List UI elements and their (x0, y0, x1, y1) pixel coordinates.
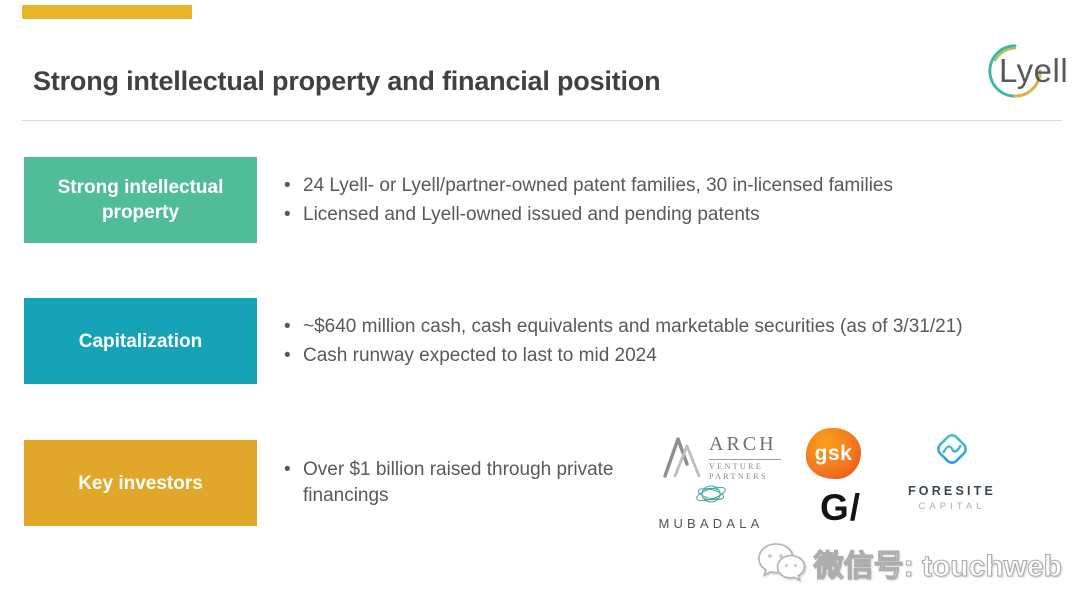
gsk-logo: gsk (806, 428, 861, 479)
mubadala-logo: MUBADALA (650, 481, 772, 531)
bullet-item: ~$640 million cash, cash equivalents and… (279, 312, 1060, 341)
section-box-key-investors: Key investors (24, 440, 257, 526)
section-label: Strong intellectual property (57, 177, 224, 223)
bullet-item: Over $1 billion raised through private f… (279, 457, 634, 509)
arch-mark-icon (663, 437, 701, 478)
section-bullets-ip: 24 Lyell- or Lyell/partner-owned patent … (279, 171, 1060, 229)
arch-text-block: ARCH VENTURE PARTNERS (709, 433, 781, 482)
gv-logo: G/ (820, 487, 861, 529)
section-row-intellectual-property: Strong intellectual property 24 Lyell- o… (24, 157, 1060, 243)
section-label: Capitalization (78, 330, 203, 352)
foresite-name: FORESITE (907, 484, 997, 498)
foresite-capital-logo: FORESITE CAPITAL (902, 425, 1002, 512)
investors-panel: ARCH VENTURE PARTNERS gsk (640, 425, 1040, 543)
bullet-item: Cash runway expected to last to mid 2024 (279, 341, 1060, 370)
lyell-ring-icon (988, 44, 1042, 98)
wechat-icon (757, 543, 805, 582)
gsk-blob-icon: gsk (806, 428, 861, 479)
section-row-capitalization: Capitalization ~$640 million cash, cash … (24, 298, 1060, 384)
watermark: 微信号: touchweb (756, 541, 1063, 585)
page-title: Strong intellectual property and financi… (33, 66, 661, 96)
section-box-strong-ip: Strong intellectual property (24, 157, 257, 243)
arch-venture-partners-logo: ARCH VENTURE PARTNERS (662, 433, 781, 482)
foresite-diamond-icon (937, 434, 967, 464)
title-divider (22, 120, 1062, 121)
lyell-logo-text: Lyell (999, 52, 1069, 89)
accent-bar (22, 5, 192, 19)
lyell-logo: Lyell (986, 38, 1078, 108)
bullet-item: 24 Lyell- or Lyell/partner-owned patent … (279, 171, 1060, 200)
section-box-capitalization: Capitalization (24, 298, 257, 384)
arch-name: ARCH (709, 433, 777, 455)
foresite-subtitle: CAPITAL (918, 501, 986, 512)
gsk-text: gsk (814, 441, 853, 465)
mubadala-name: MUBADALA (658, 516, 764, 531)
section-bullets-investors: Over $1 billion raised through private f… (279, 457, 634, 509)
arch-subtitle-line1: VENTURE (709, 462, 764, 471)
section-row-key-investors: Key investors Over $1 billion raised thr… (24, 440, 1060, 526)
section-bullets-capitalization: ~$640 million cash, cash equivalents and… (279, 312, 1060, 370)
watermark-text: 微信号: touchweb (813, 549, 1062, 583)
gv-text: G/ (820, 487, 862, 528)
mubadala-globe-icon (696, 485, 726, 503)
arch-subtitle-line2: PARTNERS (709, 472, 768, 481)
section-label: Key investors (78, 472, 203, 494)
bullet-item: Licensed and Lyell-owned issued and pend… (279, 200, 1060, 229)
arch-divider (709, 459, 781, 460)
